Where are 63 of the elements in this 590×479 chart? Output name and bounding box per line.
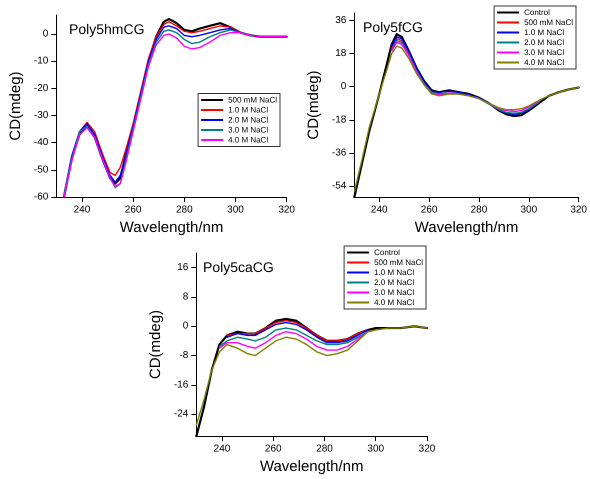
legend-label: 1.0 M NaCl bbox=[228, 106, 268, 114]
x-tick-label: 320 bbox=[570, 204, 588, 216]
y-tick-label: -24 bbox=[174, 408, 189, 420]
line-series bbox=[218, 327, 369, 348]
y-tick-label: -10 bbox=[34, 56, 49, 67]
x-tick-label: 280 bbox=[316, 444, 334, 455]
legend-label: 1.0 M NaCl bbox=[524, 28, 564, 37]
x-tick-label: 260 bbox=[124, 204, 142, 216]
text: Poly5fCG bbox=[363, 19, 423, 35]
chart-title: Poly5hmCG bbox=[69, 21, 144, 37]
line-series bbox=[196, 326, 428, 426]
y-tick-label: -18 bbox=[332, 114, 347, 126]
x-tick-label: 300 bbox=[520, 204, 538, 216]
legend-label: Control bbox=[374, 248, 400, 257]
y-tick-label: -36 bbox=[332, 147, 347, 158]
legend-label: 500 mM NaCl bbox=[374, 258, 424, 267]
x-axis-title: Wavelength/nm bbox=[414, 219, 518, 236]
x-tick-label: 320 bbox=[278, 204, 296, 216]
legend-label: 1.0 M NaCl bbox=[374, 268, 414, 277]
line-series bbox=[391, 38, 410, 54]
y-axis-title: CD(mdeg) bbox=[305, 70, 322, 140]
legend-label: 3.0 M NaCl bbox=[228, 126, 268, 134]
legend-label: 3.0 M NaCl bbox=[374, 288, 414, 297]
x-axis-title: Wavelength/nm bbox=[260, 458, 364, 475]
legend-label: Control bbox=[524, 8, 550, 17]
legend-label: 500 mM NaCl bbox=[524, 18, 574, 27]
y-axis-title: CD(mdeg) bbox=[147, 310, 164, 380]
x-tick-label: 260 bbox=[264, 444, 282, 455]
legend-label: 3.0 M NaCl bbox=[524, 48, 564, 57]
y-tick-label: -8 bbox=[179, 350, 189, 362]
y-tick-label: 0 bbox=[182, 320, 189, 332]
x-tick-label: 240 bbox=[74, 204, 91, 216]
y-tick-label: 0 bbox=[340, 81, 347, 92]
y-tick-label: -60 bbox=[34, 192, 49, 203]
y-tick-label: -20 bbox=[34, 82, 49, 94]
x-axis-title: Wavelength/nm bbox=[120, 219, 224, 236]
x-tick-label: 300 bbox=[367, 444, 385, 455]
legend-label: 2.0 M NaCl bbox=[374, 278, 414, 287]
y-tick-label: -54 bbox=[332, 180, 347, 192]
y-axis-title: CD(mdeg) bbox=[7, 71, 24, 141]
chart-title: Poly5caCG bbox=[203, 259, 274, 275]
legend-label: 4.0 M NaCl bbox=[374, 298, 414, 307]
x-tick-label: 280 bbox=[176, 204, 194, 216]
x-tick-label: 240 bbox=[370, 204, 388, 216]
legend-label: 2.0 M NaCl bbox=[524, 38, 564, 47]
x-tick-label: 240 bbox=[214, 444, 231, 455]
y-tick-label: 0 bbox=[42, 28, 49, 40]
legend-label: 2.0 M NaCl bbox=[228, 116, 268, 124]
legend-label: 500 mM NaCl bbox=[228, 96, 278, 104]
y-tick-label: -40 bbox=[34, 137, 49, 148]
x-tick-label: 320 bbox=[418, 444, 436, 455]
y-tick-label: -30 bbox=[34, 110, 49, 122]
x-tick-label: 300 bbox=[227, 204, 244, 216]
y-tick-label: -16 bbox=[174, 379, 189, 390]
y-tick-label: -50 bbox=[34, 164, 49, 176]
x-tick-label: 260 bbox=[420, 204, 438, 216]
legend-label: 4.0 M NaCl bbox=[228, 136, 268, 144]
y-tick-label: 18 bbox=[335, 48, 347, 59]
y-tick-label: 36 bbox=[335, 14, 347, 26]
legend-label: 4.0 M NaCl bbox=[524, 58, 564, 67]
y-tick-label: 16 bbox=[177, 262, 189, 274]
x-tick-label: 280 bbox=[470, 204, 488, 216]
y-tick-label: 8 bbox=[182, 291, 189, 302]
